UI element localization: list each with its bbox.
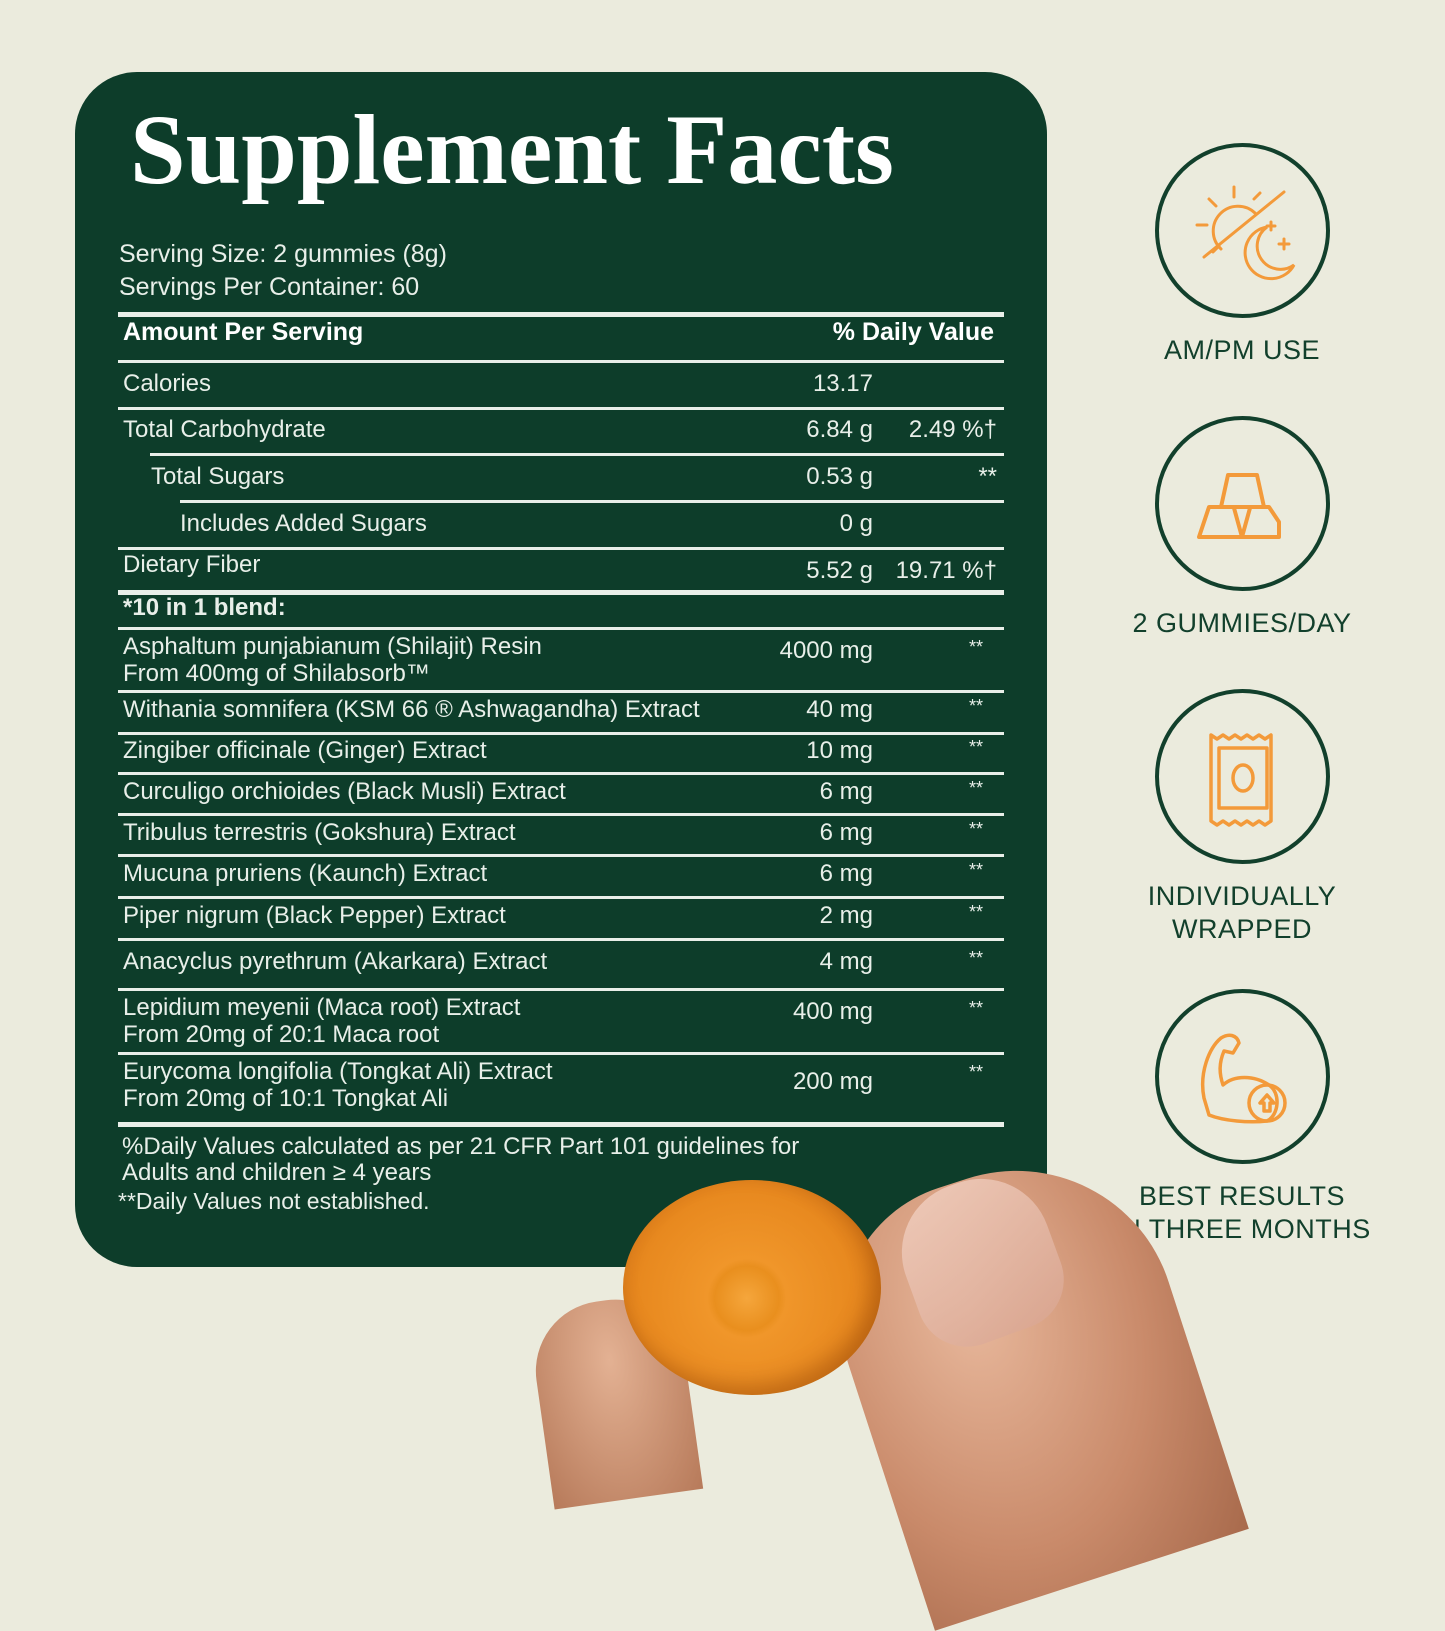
ingredient-source: From 20mg of 10:1 Tongkat Ali — [123, 1085, 449, 1112]
ingredient-daily-value: ** — [968, 818, 983, 839]
nutrient-daily-value: 2.49 %† — [908, 416, 997, 443]
table-divider — [180, 500, 1004, 503]
table-divider — [118, 1052, 1004, 1055]
feature-label: IN THREE MONTHS — [1113, 1214, 1371, 1244]
nutrient-row: Includes Added Sugars 0 g — [118, 500, 1005, 547]
table-divider — [118, 938, 1004, 941]
nutrient-row: Total Sugars 0.53 g ** — [118, 453, 1005, 500]
ingredient-amount: 40 mg — [806, 696, 873, 723]
table-divider — [118, 854, 1004, 857]
nutrient-row: Dietary Fiber 5.52 g 19.71 %† — [118, 547, 1005, 590]
ingredient-daily-value: ** — [968, 637, 983, 657]
feature-label: AM/PM USE — [1163, 335, 1321, 365]
ingredient-name: Zingiber officinale (Ginger) Extract — [123, 737, 487, 764]
blend-ingredient-row: Anacyclus pyrethrum (Akarkara) Extract 4… — [118, 938, 1005, 988]
ingredient-amount: 200 mg — [792, 1068, 873, 1095]
blend-ingredient-row: Zingiber officinale (Ginger) Extract 10 … — [118, 732, 1005, 772]
nutrient-name: Dietary Fiber — [123, 550, 261, 578]
ingredient-daily-value: ** — [968, 777, 983, 798]
ingredient-name: Asphaltum punjabianum (Shilajit) Resin — [123, 633, 542, 660]
ingredient-amount: 4000 mg — [779, 637, 873, 664]
nutrient-amount: 6.84 g — [806, 416, 873, 443]
ingredient-daily-value: ** — [968, 902, 983, 922]
table-divider — [118, 547, 1004, 550]
table-divider — [118, 407, 1004, 410]
nutrient-name: Calories — [123, 369, 212, 397]
nutrient-amount: 13.17 — [812, 369, 873, 397]
ingredient-amount: 2 mg — [819, 902, 873, 929]
serving-size: Serving Size: 2 gummies (8g) — [119, 240, 447, 268]
feature-label: WRAPPED — [1171, 914, 1313, 944]
blend-ingredient-row: Curculigo orchioides (Black Musli) Extra… — [118, 772, 1005, 813]
blend-ingredient-row: Tribulus terrestris (Gokshura) Extract 6… — [118, 813, 1005, 854]
ingredient-name: Mucuna pruriens (Kaunch) Extract — [123, 860, 488, 887]
footnote-not-established: **Daily Values not established. — [118, 1188, 430, 1214]
table-divider — [118, 813, 1004, 816]
nutrient-daily-value: ** — [978, 462, 997, 490]
ingredient-daily-value: ** — [968, 1062, 983, 1082]
supplement-facts-panel — [75, 72, 1047, 1267]
ingredient-amount: 4 mg — [819, 948, 873, 975]
ingredient-amount: 6 mg — [819, 777, 873, 805]
ingredient-name: Withania somnifera (KSM 66 ® Ashwagandha… — [123, 696, 700, 723]
nutrient-name: Total Sugars — [151, 462, 285, 490]
nutrient-row: Total Carbohydrate 6.84 g 2.49 %† — [118, 407, 1005, 453]
blend-ingredient-row: Piper nigrum (Black Pepper) Extract 2 mg… — [118, 896, 1005, 938]
footnote-age: Adults and children ≥ 4 years — [122, 1159, 432, 1186]
sun-moon-icon — [1155, 143, 1330, 318]
table-divider — [118, 772, 1004, 775]
wrapped-packet-icon — [1155, 689, 1330, 864]
nutrient-amount: 5.52 g — [806, 556, 873, 584]
servings-per-container: Servings Per Container: 60 — [119, 273, 420, 301]
footnote-dv: %Daily Values calculated as per 21 CFR P… — [122, 1133, 800, 1160]
ingredient-source: From 400mg of Shilabsorb™ — [123, 660, 430, 687]
table-divider — [118, 1122, 1004, 1127]
ingredient-amount: 10 mg — [806, 737, 873, 764]
ingredient-name: Curculigo orchioides (Black Musli) Extra… — [123, 777, 566, 805]
gummy-bars-icon — [1155, 416, 1330, 591]
table-divider — [118, 590, 1004, 595]
table-divider — [118, 312, 1004, 317]
nutrient-amount: 0.53 g — [806, 462, 873, 490]
table-divider — [118, 896, 1004, 899]
table-divider — [118, 732, 1004, 735]
page-title: Supplement Facts — [130, 94, 894, 205]
ingredient-daily-value: ** — [968, 860, 983, 880]
table-divider — [150, 453, 1004, 456]
blend-ingredient-row: Asphaltum punjabianum (Shilajit) Resin Fr… — [118, 627, 1005, 690]
ingredient-name: Anacyclus pyrethrum (Akarkara) Extract — [123, 948, 548, 975]
ingredient-amount: 6 mg — [819, 818, 873, 846]
blend-ingredient-row: Mucuna pruriens (Kaunch) Extract 6 mg ** — [118, 854, 1005, 896]
nutrient-amount: 0 g — [839, 509, 873, 537]
nutrient-name: Total Carbohydrate — [123, 416, 326, 443]
ingredient-daily-value: ** — [968, 948, 983, 968]
ingredient-name: Tribulus terrestris (Gokshura) Extract — [123, 818, 516, 846]
ingredient-name: Piper nigrum (Black Pepper) Extract — [123, 902, 506, 929]
table-divider — [118, 627, 1004, 630]
nutrient-name: Includes Added Sugars — [180, 509, 427, 537]
ingredient-source: From 20mg of 20:1 Maca root — [123, 1021, 440, 1048]
table-divider — [118, 988, 1004, 991]
ingredient-amount: 6 mg — [819, 860, 873, 887]
blend-ingredient-row: Eurycoma longifolia (Tongkat Ali) Extrac… — [118, 1052, 1005, 1124]
ingredient-daily-value: ** — [968, 998, 983, 1018]
table-divider — [118, 360, 1004, 363]
blend-ingredient-row: Withania somnifera (KSM 66 ® Ashwagandha… — [118, 690, 1005, 732]
ingredient-name: Eurycoma longifolia (Tongkat Ali) Extrac… — [123, 1058, 553, 1085]
flexed-arm-icon — [1155, 989, 1330, 1164]
amount-per-serving-header: Amount Per Serving — [123, 318, 364, 346]
feature-label: INDIVIDUALLY — [1147, 881, 1337, 911]
ingredient-daily-value: ** — [968, 696, 983, 716]
feature-label: BEST RESULTS — [1138, 1181, 1346, 1211]
ingredient-name: Lepidium meyenii (Maca root) Extract — [123, 994, 521, 1021]
feature-label: 2 GUMMIES/DAY — [1132, 608, 1352, 638]
table-divider — [118, 690, 1004, 693]
ingredient-daily-value: ** — [968, 737, 983, 757]
ingredient-amount: 400 mg — [792, 998, 873, 1025]
nutrient-daily-value: 19.71 %† — [895, 556, 997, 584]
nutrient-row: Calories 13.17 — [118, 360, 1005, 407]
daily-value-header: % Daily Value — [832, 318, 994, 346]
blend-ingredient-row: Lepidium meyenii (Maca root) Extract From… — [118, 988, 1005, 1052]
